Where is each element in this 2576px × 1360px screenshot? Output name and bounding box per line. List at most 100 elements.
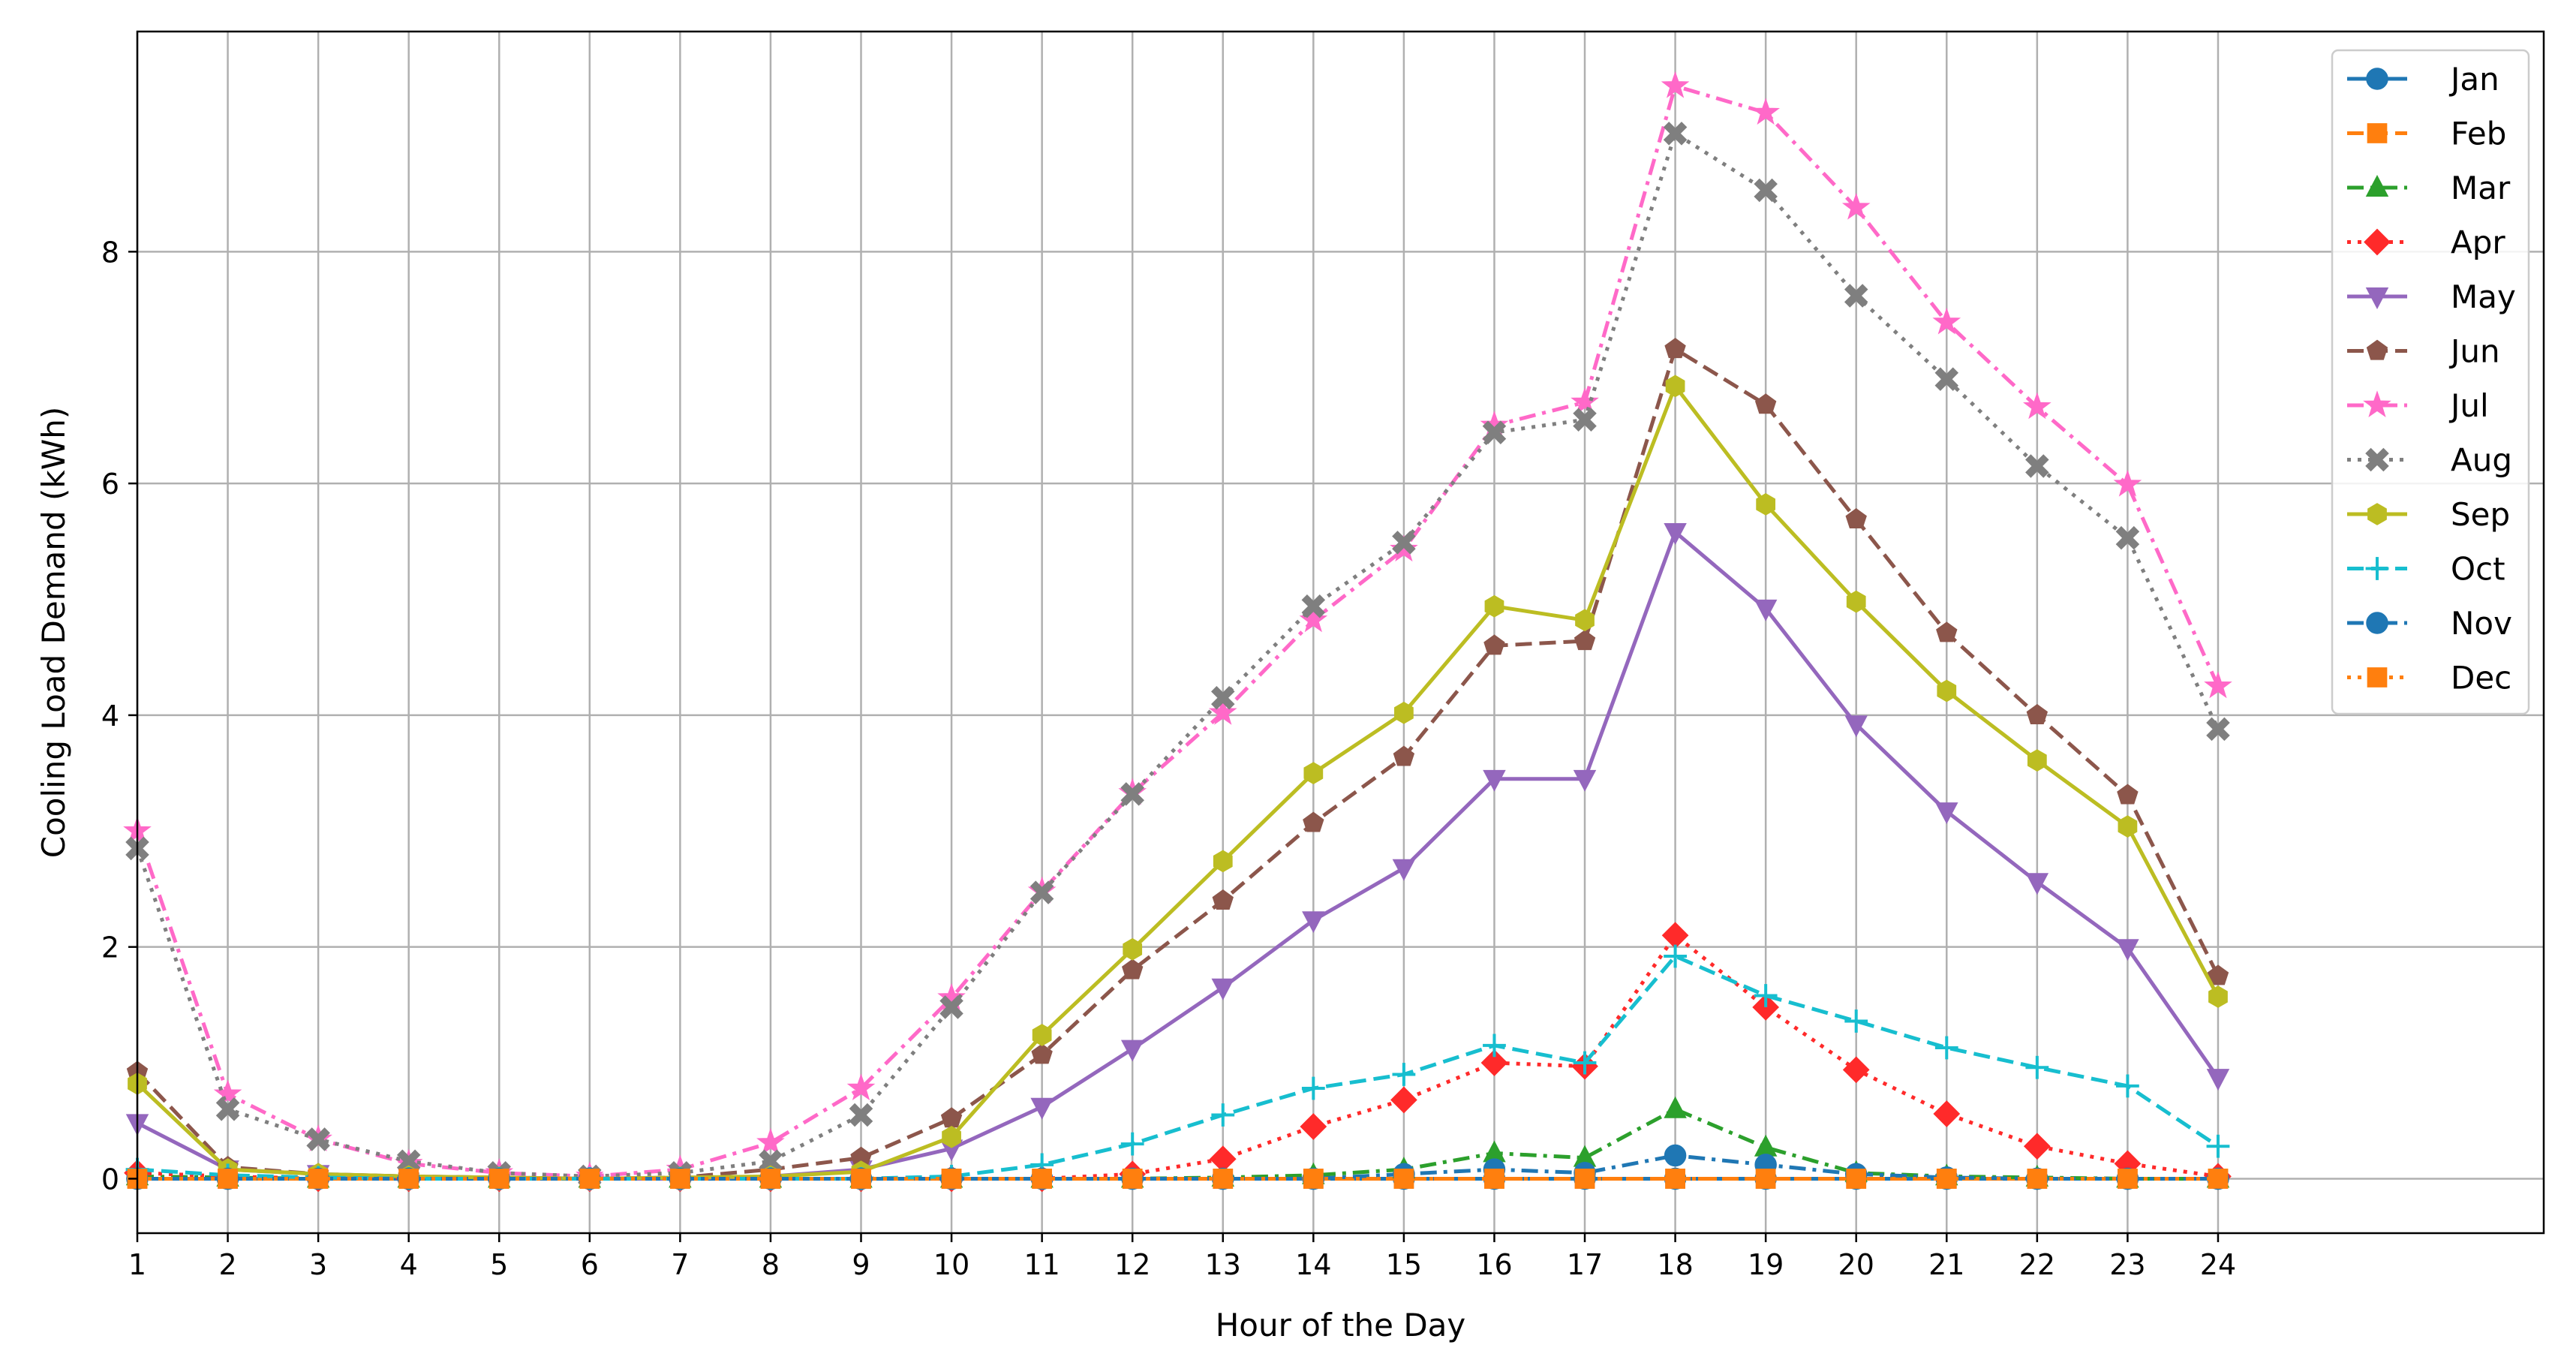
data-point-sep	[1937, 679, 1957, 703]
legend-marker	[2366, 68, 2388, 90]
data-point-dec	[1484, 1169, 1504, 1189]
data-point-apr	[1752, 994, 1780, 1021]
x-tick-label: 23	[2109, 1248, 2145, 1281]
data-point-oct	[1120, 1132, 1144, 1156]
data-point-may	[2025, 873, 2049, 895]
data-point-dec	[1846, 1169, 1867, 1189]
legend-label: Oct	[2451, 551, 2505, 588]
legend-entry-aug: Aug	[2347, 442, 2512, 479]
data-point-jul	[1751, 98, 1780, 125]
data-point-sep	[1303, 762, 1324, 784]
plot-series	[123, 71, 2232, 1193]
data-point-aug	[1754, 178, 1778, 203]
data-point-oct	[1844, 1009, 1868, 1033]
data-point-jul	[2113, 469, 2142, 497]
data-point-dec	[308, 1169, 329, 1189]
data-point-jul	[1208, 698, 1237, 725]
data-point-aug	[2206, 717, 2230, 742]
data-point-jul	[213, 1079, 242, 1106]
legend-entry-mar: Mar	[2347, 170, 2511, 206]
data-point-dec	[941, 1169, 962, 1189]
data-point-may	[1844, 715, 1868, 738]
data-point-jun	[1031, 1043, 1053, 1064]
data-point-dec	[2118, 1169, 2138, 1189]
legend-entry-jul: Jul	[2347, 387, 2489, 424]
data-point-may	[1120, 1040, 1144, 1062]
data-point-may	[1935, 802, 1958, 825]
x-tick-label: 13	[1205, 1248, 1241, 1281]
legend-box	[2331, 49, 2530, 715]
data-point-oct	[1301, 1076, 1325, 1100]
x-tick-label: 22	[2019, 1248, 2055, 1281]
data-point-dec	[760, 1169, 781, 1189]
data-point-apr	[2023, 1133, 2051, 1160]
data-point-dec	[1665, 1169, 1685, 1189]
data-point-nov	[1664, 1144, 1687, 1167]
x-tick-label: 10	[933, 1248, 969, 1281]
data-point-jun	[1122, 958, 1144, 979]
data-point-aug	[1211, 685, 1235, 710]
legend-label: Sep	[2451, 496, 2510, 533]
x-tick-label: 14	[1295, 1248, 1331, 1281]
data-point-aug	[1482, 420, 1507, 444]
x-tick-label: 9	[852, 1248, 870, 1281]
legend-label: Nov	[2451, 605, 2512, 642]
data-point-dec	[1032, 1169, 1052, 1189]
data-point-oct	[2116, 1074, 2139, 1098]
series-line-jul	[135, 84, 2220, 1178]
data-point-oct	[2025, 1055, 2049, 1079]
legend-label: Apr	[2451, 224, 2505, 261]
data-point-sep	[1213, 850, 1233, 873]
data-point-sep	[942, 1125, 961, 1148]
data-point-may	[1392, 859, 1416, 881]
data-point-jun	[1303, 811, 1324, 832]
data-point-oct	[1392, 1063, 1416, 1086]
legend-marker	[2366, 612, 2388, 634]
data-point-jun	[2117, 784, 2139, 805]
data-point-dec	[1936, 1169, 1957, 1189]
legend-entry-oct: Oct	[2347, 551, 2505, 588]
x-tick-label: 4	[400, 1248, 418, 1281]
data-point-dec	[1574, 1169, 1595, 1189]
x-tick-label: 20	[1838, 1248, 1874, 1281]
y-tick-label: 8	[101, 236, 119, 269]
data-point-jun	[1664, 338, 1686, 359]
legend-marker	[2365, 287, 2389, 310]
data-point-oct	[1211, 1103, 1235, 1127]
legend-label: May	[2451, 278, 2516, 315]
data-point-jun	[1754, 393, 1777, 414]
x-tick-label: 15	[1386, 1248, 1422, 1281]
y-tick-label: 4	[101, 700, 119, 733]
data-point-sep	[1394, 701, 1414, 724]
legend-label: Jan	[2448, 61, 2499, 98]
data-point-may	[2116, 939, 2139, 961]
data-point-sep	[2118, 815, 2138, 838]
x-tick-label: 18	[1657, 1248, 1693, 1281]
x-tick-label: 21	[1928, 1248, 1964, 1281]
data-point-jun	[2026, 703, 2048, 724]
data-point-dec	[2027, 1169, 2048, 1189]
data-point-aug	[849, 1103, 873, 1127]
data-point-oct	[1483, 1034, 1506, 1058]
legend-label: Feb	[2451, 116, 2506, 152]
data-point-dec	[1213, 1169, 1234, 1189]
plot-frame	[136, 30, 2545, 1235]
data-point-aug	[215, 1097, 240, 1121]
data-point-sep	[2208, 985, 2228, 1008]
data-point-apr	[1933, 1100, 1961, 1127]
legend-marker	[2367, 667, 2388, 688]
data-point-oct	[1754, 984, 1778, 1007]
y-tick-label: 2	[101, 931, 119, 964]
data-point-jul	[2023, 392, 2051, 420]
data-point-aug	[1029, 880, 1054, 904]
data-point-apr	[1480, 1049, 1508, 1076]
data-point-aug	[1301, 594, 1326, 618]
y-tick-label: 6	[101, 468, 119, 501]
data-point-dec	[218, 1169, 238, 1189]
x-tick-label: 2	[218, 1248, 236, 1281]
legend-label: Jun	[2448, 333, 2500, 370]
x-tick-label: 12	[1114, 1248, 1150, 1281]
data-point-dec	[488, 1169, 509, 1189]
data-point-jun	[1936, 621, 1958, 642]
